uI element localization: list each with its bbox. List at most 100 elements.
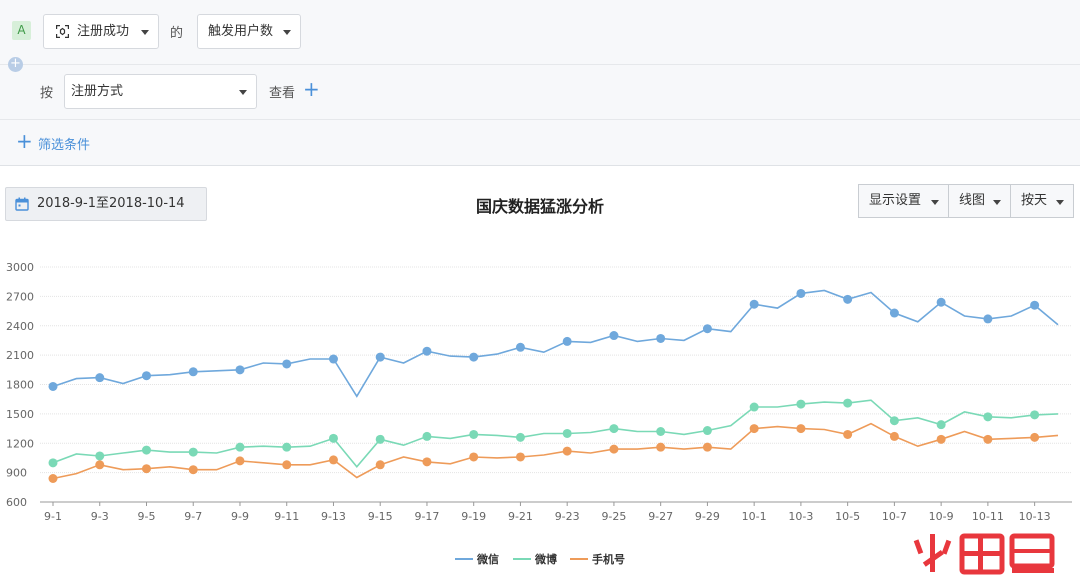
event-select[interactable]: 注册成功 <box>43 14 159 49</box>
x-tick-label: 9-7 <box>184 510 202 523</box>
data-point <box>375 460 385 470</box>
y-tick-label: 900 <box>6 467 27 480</box>
data-point <box>889 416 899 426</box>
granularity-label: 按天 <box>1021 193 1048 208</box>
event-select-value: 注册成功 <box>77 24 130 39</box>
data-point <box>609 424 619 434</box>
date-range-picker[interactable]: 2018-9-1至2018-10-14 <box>5 187 207 221</box>
y-tick-label: 1500 <box>6 408 34 421</box>
data-point <box>936 297 946 307</box>
data-point <box>702 324 712 334</box>
data-point <box>1030 300 1040 310</box>
data-point <box>936 434 946 444</box>
data-point <box>141 464 151 474</box>
data-point <box>422 457 432 467</box>
data-point <box>48 458 58 468</box>
line-chart: 600 900 1200 1500 1800 2100 2400 2700 3000 9-1 9-3… <box>6 261 1072 566</box>
x-tick-label: 9-13 <box>321 510 346 523</box>
chevron-down-icon <box>283 29 291 35</box>
filter-row: + 筛选条件 <box>0 120 1080 164</box>
data-point <box>1030 410 1040 420</box>
x-tick-label: 9-9 <box>231 510 249 523</box>
data-point <box>469 452 479 462</box>
data-point <box>48 474 58 483</box>
data-point <box>515 342 525 352</box>
data-point <box>375 352 385 362</box>
y-tick-label: 2100 <box>6 349 34 362</box>
data-point <box>889 308 899 318</box>
chart-toolbar: 显示设置 线图 按天 <box>858 184 1074 218</box>
granularity-button[interactable]: 按天 <box>1010 184 1074 218</box>
data-point <box>282 460 292 470</box>
group-by-select[interactable]: 注册方式 <box>64 74 257 109</box>
chart-type-button[interactable]: 线图 <box>948 184 1011 218</box>
chevron-down-icon <box>931 200 939 205</box>
data-point <box>282 359 292 369</box>
metric-select[interactable]: 触发用户数 <box>197 14 301 49</box>
x-tick-label: 10-9 <box>929 510 954 523</box>
data-point <box>843 294 853 304</box>
query-badge: A <box>12 21 31 40</box>
data-point <box>188 367 198 377</box>
data-point <box>656 427 666 436</box>
x-tick-label: 10-5 <box>835 510 860 523</box>
data-point <box>95 460 105 470</box>
data-point <box>141 445 151 455</box>
legend-label: 微博 <box>534 552 557 566</box>
data-point <box>562 428 572 438</box>
chevron-down-icon <box>1056 200 1064 205</box>
x-tick-label: 9-21 <box>508 510 533 523</box>
data-point <box>422 346 432 356</box>
data-point <box>48 381 58 391</box>
chart-title: 国庆数据猛涨分析 <box>475 197 604 216</box>
data-point <box>515 432 525 442</box>
add-event-icon[interactable]: + <box>8 57 23 72</box>
x-tick-label: 9-15 <box>368 510 393 523</box>
y-tick-label: 1800 <box>6 379 34 392</box>
data-point <box>188 447 198 457</box>
data-point <box>562 336 572 346</box>
x-tick-label: 10-3 <box>788 510 813 523</box>
add-group-icon[interactable]: + <box>303 77 320 101</box>
data-point <box>936 420 946 430</box>
data-point <box>983 434 993 444</box>
data-point <box>796 424 806 434</box>
x-tick-label: 9-27 <box>648 510 673 523</box>
query-panel: A 注册成功 的 触发用户数 + 按 注册方式 查看 + + 筛选条件 <box>0 0 1080 166</box>
x-tick-label: 9-1 <box>44 510 62 523</box>
chevron-down-icon <box>239 89 247 95</box>
x-tick-label: 10-7 <box>882 510 907 523</box>
data-point <box>749 402 759 412</box>
y-tick-label: 2400 <box>6 320 34 333</box>
watermark-logo <box>913 533 1055 575</box>
data-point <box>843 429 853 439</box>
of-label: 的 <box>170 26 184 41</box>
calendar-icon <box>15 197 29 211</box>
x-tick-label: 9-19 <box>461 510 486 523</box>
by-label: 按 <box>40 86 54 101</box>
data-point <box>235 456 245 466</box>
data-point <box>422 431 432 441</box>
x-tick-label: 10-13 <box>1019 510 1051 523</box>
scan-icon <box>56 25 69 38</box>
data-point <box>656 442 666 452</box>
data-point <box>469 429 479 439</box>
data-point <box>983 314 993 324</box>
add-filter-link[interactable]: 筛选条件 <box>38 138 91 153</box>
metric-select-value: 触发用户数 <box>208 24 274 39</box>
display-settings-button[interactable]: 显示设置 <box>858 184 949 218</box>
data-point <box>889 431 899 441</box>
data-point <box>235 365 245 375</box>
group-select-value: 注册方式 <box>71 84 124 99</box>
add-filter-icon[interactable]: + <box>16 129 33 153</box>
y-tick-label: 3000 <box>6 261 34 274</box>
x-tick-label: 10-11 <box>972 510 1004 523</box>
series-line <box>52 289 1059 398</box>
data-point <box>843 398 853 408</box>
chevron-down-icon <box>993 200 1001 205</box>
data-point <box>749 424 759 434</box>
x-tick-label: 9-25 <box>601 510 626 523</box>
data-point <box>562 446 572 456</box>
chevron-down-icon <box>141 29 149 35</box>
view-label: 查看 <box>269 86 296 101</box>
